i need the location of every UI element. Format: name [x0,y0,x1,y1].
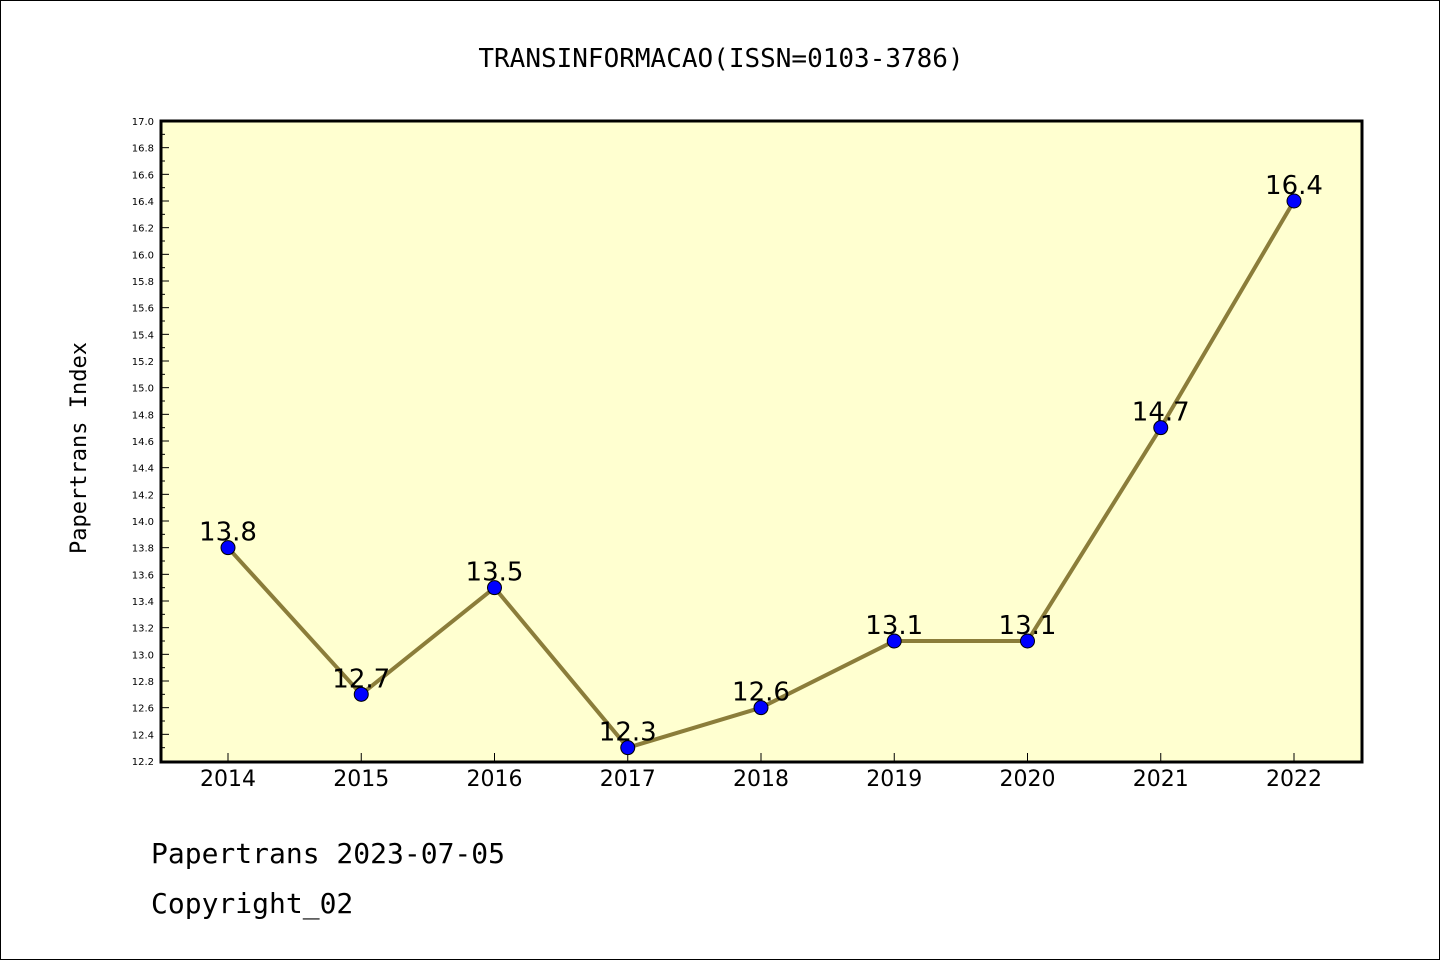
y-tick-label: 13.6 [132,570,154,581]
y-tick-label: 13.2 [132,624,154,635]
y-tick-label: 14.6 [132,437,154,448]
x-axis: 2014 2015 2016 2017 2018 2019 2020 2021 2022 [200,753,1322,792]
x-tick-label: 2015 [333,767,389,792]
data-point [220,540,236,556]
y-tick-label: 16.0 [132,250,154,261]
y-tick-label: 13.4 [132,597,154,608]
x-tick-label: 2022 [1266,767,1322,792]
y-tick-label: 12.2 [132,757,154,768]
y-tick-label: 13.8 [132,544,154,555]
x-tick-label: 2020 [1000,767,1056,792]
x-tick-label: 2014 [200,767,256,792]
data-point [1153,420,1169,436]
y-axis-label: Papertrans Index [67,342,92,554]
y-tick-label: 14.0 [132,517,154,528]
x-tick-label: 2019 [866,767,922,792]
x-tick-label: 2018 [733,767,789,792]
y-tick-label: 16.8 [132,144,154,155]
data-label: 13.8 [199,518,257,548]
data-point [886,633,902,649]
y-tick-label: 15.4 [132,330,154,341]
data-label: 14.7 [1132,398,1190,428]
data-point [1020,633,1035,649]
y-tick-label: 16.6 [132,170,154,181]
data-label: 12.3 [599,718,657,748]
footer-copyright-text: Copyright_02 [151,887,354,920]
y-tick-label: 15.2 [132,357,154,368]
x-tick-label: 2017 [600,767,656,792]
data-point [753,700,769,716]
data-point [1286,193,1302,209]
chart-title: TRANSINFORMACAO(ISSN=0103-3786) [478,44,963,74]
y-tick-label: 12.6 [132,704,154,715]
y-tick-label: 14.2 [132,490,154,501]
data-label: 13.5 [466,558,524,588]
data-point [620,740,636,756]
data-label: 13.1 [999,611,1057,641]
x-tick-label: 2021 [1133,767,1189,792]
y-tick-label: 16.2 [132,224,154,235]
series-group: 13.8 12.7 13.5 12.3 12.6 13.1 13.1 14.7 16.4 [199,171,1323,756]
y-tick-label: 13.0 [132,650,154,661]
x-tick-label: 2016 [467,767,523,792]
y-tick-label: 15.0 [132,384,154,395]
y-tick-label: 12.4 [132,730,154,741]
y-tick-label: 12.8 [132,677,154,688]
data-label: 13.1 [865,611,923,641]
y-tick-label: 14.8 [132,410,154,421]
plot-area [159,119,1364,764]
data-label: 12.6 [732,678,790,708]
y-tick-label: 15.8 [132,277,154,288]
data-label: 16.4 [1265,171,1323,201]
data-point [487,580,502,596]
y-tick-label: 17.0 [132,117,154,128]
data-point [353,686,369,702]
y-tick-label: 15.6 [132,304,154,315]
y-axis: 12.2 12.4 12.6 12.8 13.0 13.2 13.4 13.6 13.8 14.0… [132,117,169,768]
y-tick-label: 14.4 [132,464,154,475]
footer-date-text: Papertrans 2023-07-05 [151,837,506,870]
data-label: 12.7 [332,664,390,694]
y-tick-label: 16.4 [132,197,154,208]
